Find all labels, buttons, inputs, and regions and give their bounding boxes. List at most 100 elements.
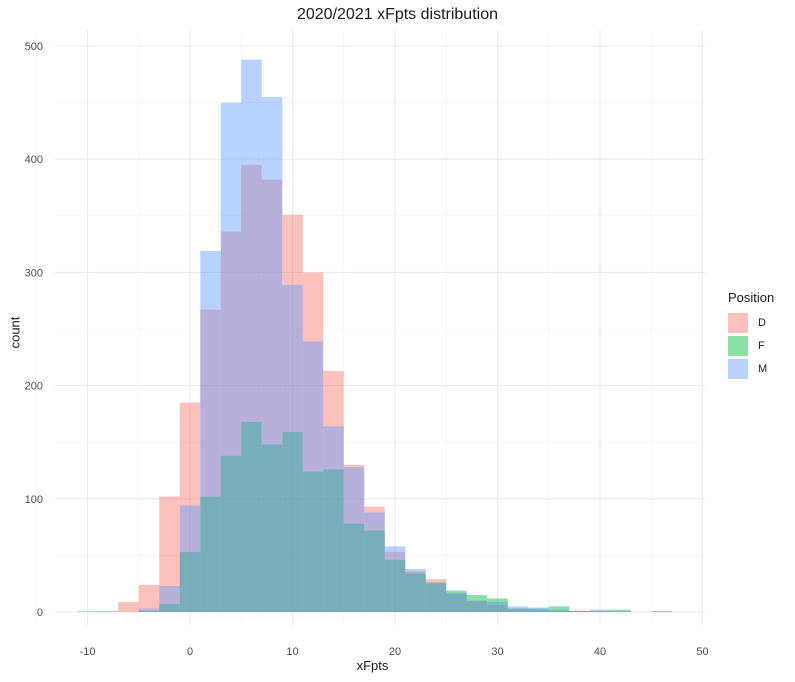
series-D — [77, 164, 611, 613]
legend-item-M: M — [728, 357, 774, 380]
bar — [220, 102, 242, 612]
bar — [651, 610, 672, 612]
bar — [302, 471, 324, 612]
bar — [282, 432, 303, 612]
bar — [323, 469, 344, 612]
legend-label: D — [758, 316, 766, 329]
bar — [405, 568, 426, 612]
bar — [569, 610, 590, 612]
x-tick-label: 10 — [286, 646, 298, 658]
bars-layer — [77, 59, 672, 613]
bar — [220, 231, 242, 612]
legend-label: M — [758, 362, 768, 375]
bar — [343, 523, 365, 612]
y-tick-label: 300 — [25, 267, 43, 279]
bar — [446, 590, 467, 612]
bar — [610, 609, 631, 612]
bar — [425, 579, 447, 612]
x-tick-label: -10 — [80, 646, 96, 658]
bar — [159, 604, 180, 612]
bar — [138, 584, 160, 612]
bar — [425, 582, 447, 612]
legend-label: F — [758, 339, 765, 352]
bar — [405, 573, 426, 612]
y-tick-label: 0 — [37, 607, 43, 619]
x-tick-label: 40 — [594, 646, 606, 658]
bar — [343, 464, 365, 612]
bar — [569, 610, 590, 612]
legend-item-F: F — [728, 334, 774, 357]
bar — [528, 607, 549, 612]
legend-title: Position — [728, 290, 775, 305]
series-F — [138, 421, 672, 612]
bar — [466, 595, 488, 612]
x-tick-label: 50 — [696, 646, 708, 658]
bar — [323, 426, 344, 612]
bar — [282, 284, 303, 612]
legend-item-D: D — [728, 311, 774, 334]
bar — [302, 341, 324, 612]
bar — [384, 546, 406, 612]
bar — [200, 309, 221, 612]
bar — [487, 598, 508, 612]
x-axis-label: xFpts — [356, 658, 389, 673]
bar — [610, 610, 631, 612]
bar — [507, 608, 529, 612]
bar — [507, 608, 529, 612]
y-tick-label: 200 — [25, 381, 43, 393]
bar — [261, 96, 283, 612]
legend-key — [728, 358, 748, 379]
bar — [548, 609, 570, 612]
bar — [241, 421, 262, 612]
bar — [179, 505, 201, 612]
bar — [528, 608, 549, 612]
bar — [384, 559, 406, 612]
bar — [323, 370, 344, 612]
bar — [343, 467, 365, 612]
bar — [261, 444, 283, 612]
bar — [384, 552, 406, 612]
grid-lines — [35, 30, 705, 625]
bar — [241, 164, 262, 613]
chart-title: 2020/2021 xFpts distribution — [296, 6, 498, 23]
bar — [302, 272, 324, 612]
x-tick-label: 30 — [491, 646, 503, 658]
bar — [364, 512, 385, 612]
bar — [200, 250, 221, 612]
bar — [589, 610, 611, 612]
bar — [364, 506, 385, 612]
bar — [159, 496, 180, 612]
legend-key — [728, 335, 748, 356]
y-axis-label: count — [7, 316, 23, 349]
x-tick-label: 20 — [389, 646, 401, 658]
series-M — [138, 59, 631, 613]
bar — [179, 552, 201, 612]
bar — [118, 601, 139, 612]
y-tick-label: 400 — [25, 154, 43, 166]
bar — [241, 59, 262, 613]
bar — [466, 600, 488, 612]
bar — [261, 179, 283, 613]
legend-key — [728, 312, 748, 333]
bar — [466, 600, 488, 612]
bar — [179, 402, 201, 612]
bar — [159, 585, 180, 612]
bar — [589, 610, 611, 612]
bar — [487, 601, 508, 612]
bar — [589, 609, 611, 612]
bar — [548, 610, 570, 612]
bar — [569, 610, 590, 612]
y-tick-label: 100 — [25, 494, 43, 506]
bar — [200, 496, 221, 612]
bar — [282, 214, 303, 612]
bar — [425, 583, 447, 612]
bar — [507, 606, 529, 612]
y-tick-label: 500 — [25, 41, 43, 53]
bar — [220, 455, 242, 612]
bar — [528, 609, 549, 612]
bar — [405, 571, 426, 612]
